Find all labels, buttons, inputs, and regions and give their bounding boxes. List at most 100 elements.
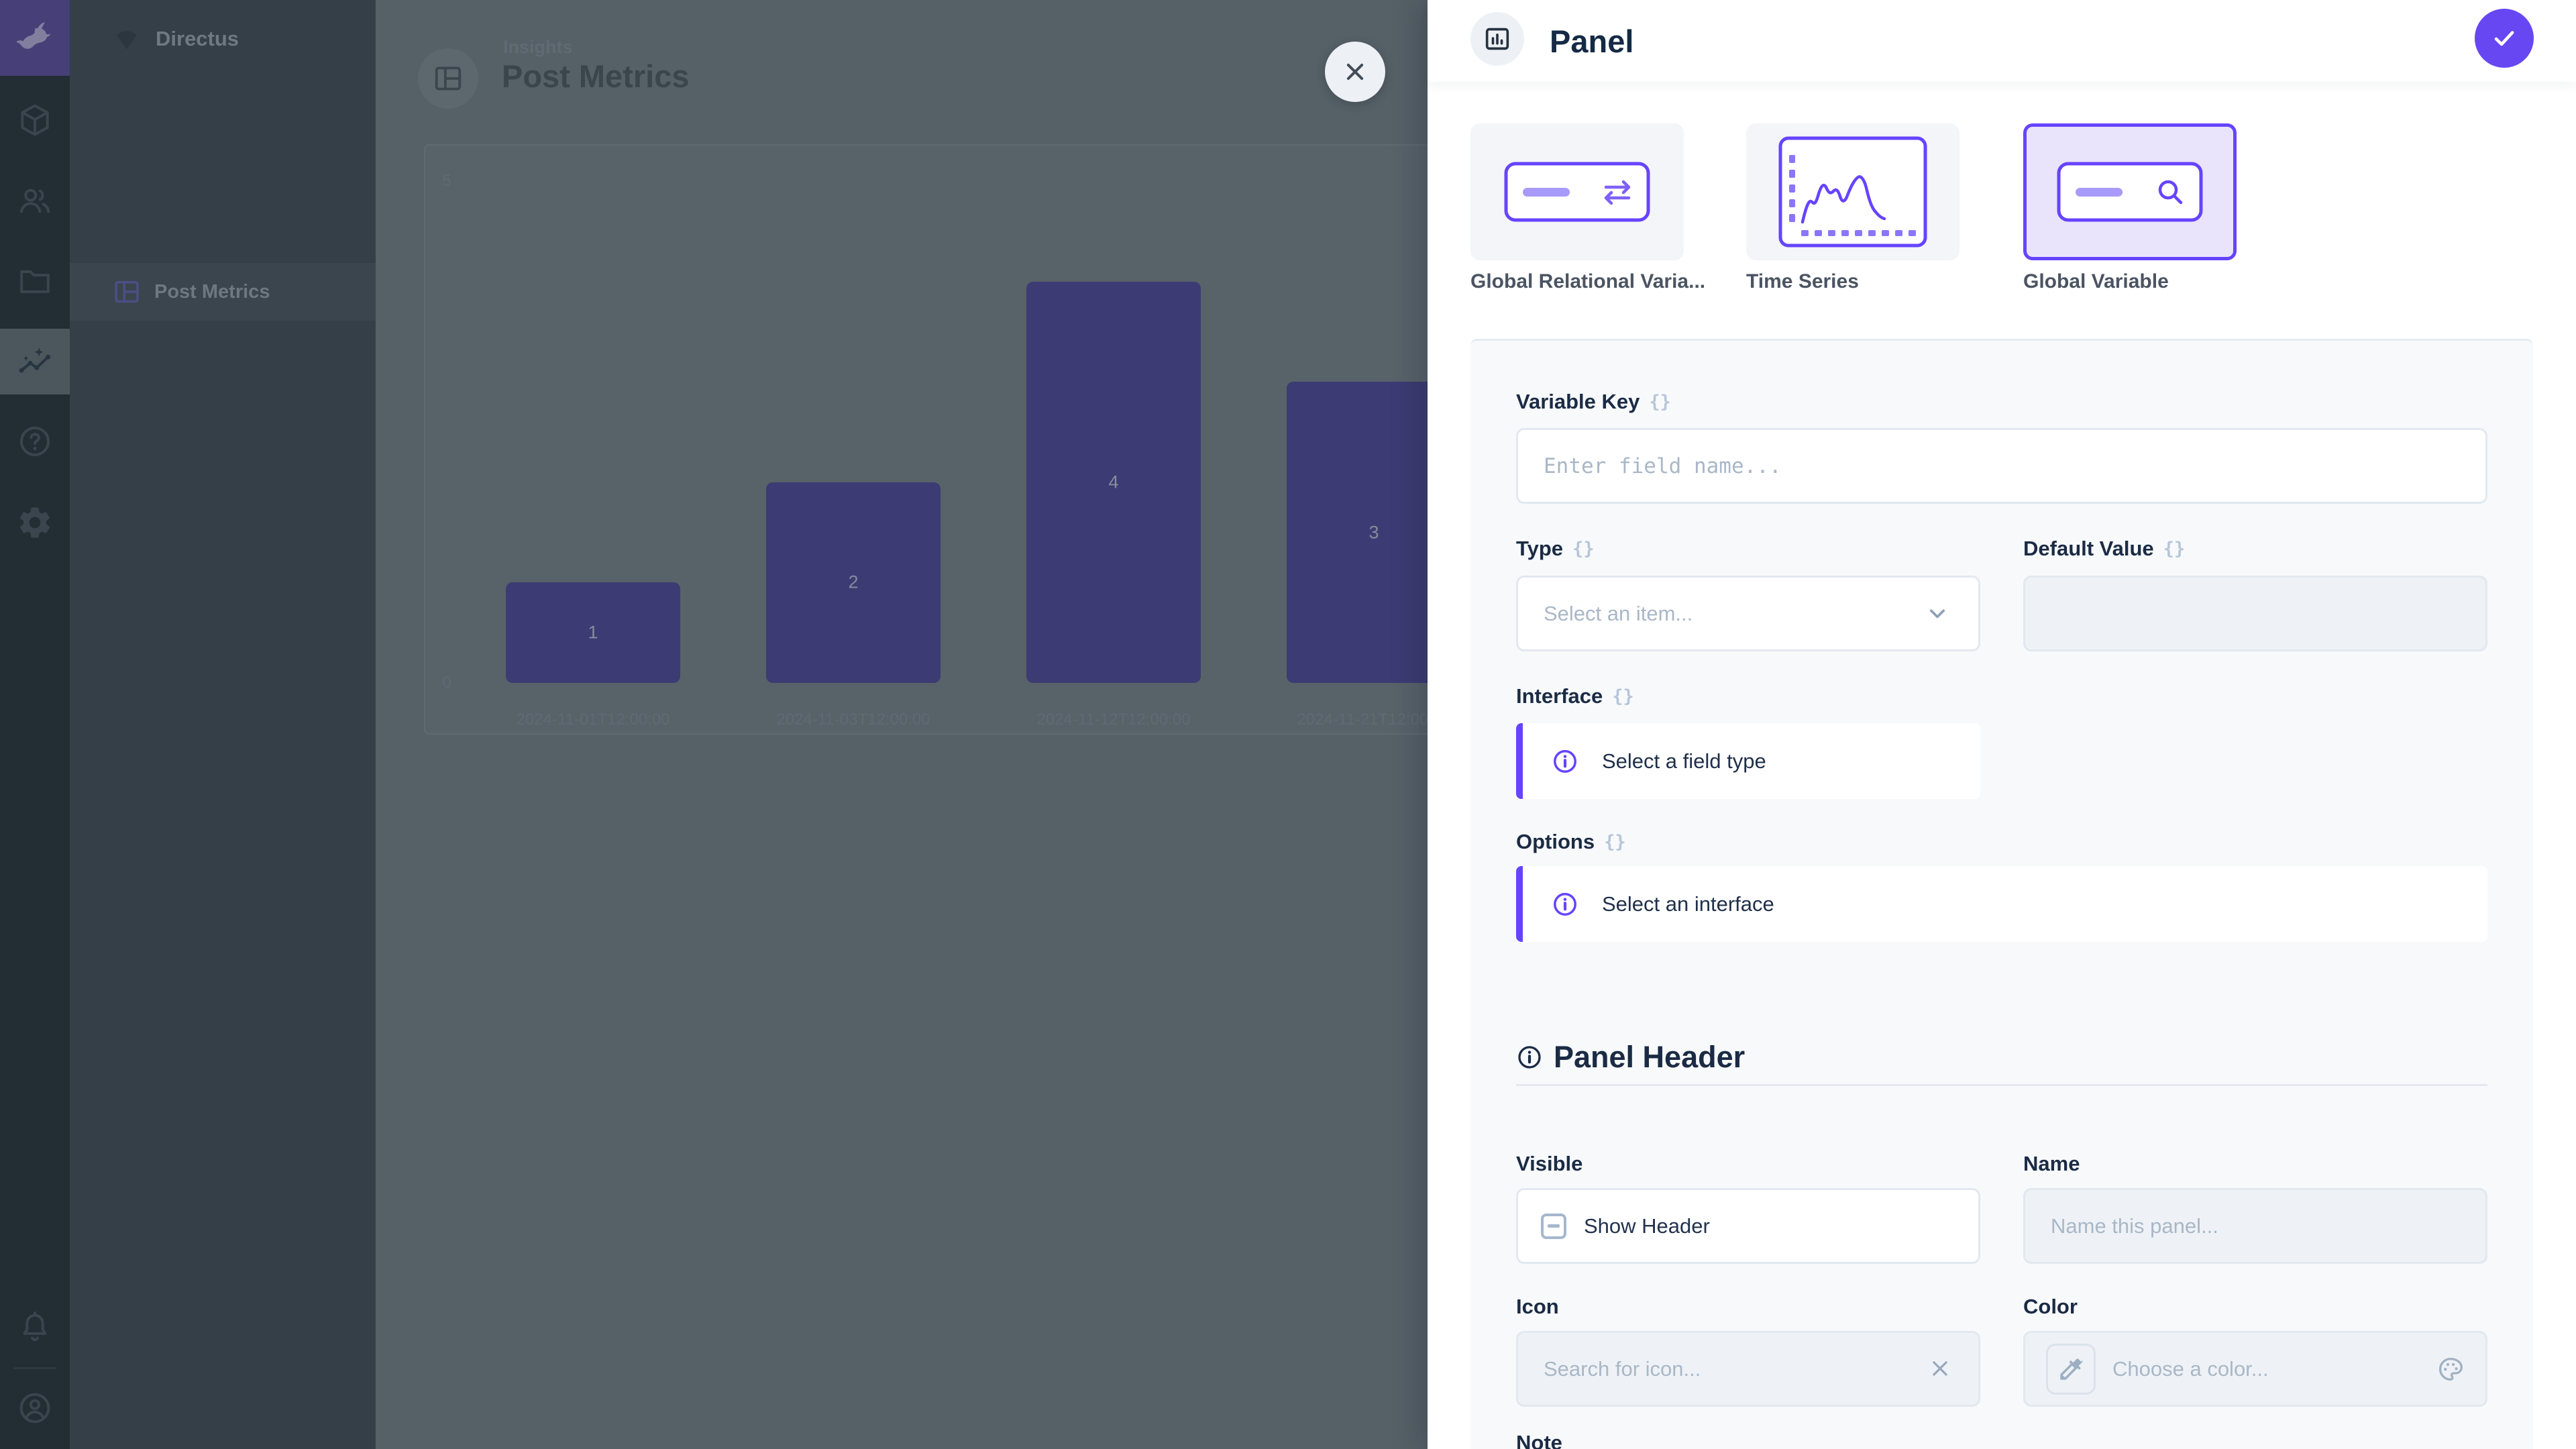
- sidebar: [70, 0, 376, 1449]
- card-time-series[interactable]: [1746, 123, 1960, 260]
- project-icon: [117, 31, 137, 50]
- bar-chart-panel: 0 5 1 2024-11-01T12:00:00 2 2024-11-03T12:00:…: [424, 144, 1449, 735]
- chart-bar: [766, 482, 941, 683]
- dashboard-icon-button[interactable]: [418, 48, 478, 109]
- color-input: [2023, 1331, 2487, 1407]
- visible-label: Visible: [1516, 1152, 1583, 1175]
- chart-bar: [1287, 382, 1448, 683]
- panel-header-section-title: Panel Header: [1516, 1040, 1745, 1075]
- eyedropper-icon: [2060, 1358, 2083, 1380]
- options-label: Options {}: [1516, 830, 1626, 853]
- x-axis-tick: 2024-11-03T12:00:00: [776, 710, 930, 729]
- x-axis-tick: 2024-11-01T12:00:00: [516, 710, 670, 729]
- card-label: Global Relational Varia...: [1470, 270, 1706, 292]
- variable-key-label: Variable Key {}: [1516, 390, 1671, 413]
- directus-logo-button[interactable]: [0, 0, 70, 76]
- breadcrumb[interactable]: Insights: [503, 37, 573, 57]
- module-files-button[interactable]: [0, 248, 70, 314]
- interface-notice-text: Select a field type: [1602, 749, 1766, 773]
- info-icon: [1554, 892, 1576, 916]
- icon-label: Icon: [1516, 1295, 1559, 1318]
- raw-value-icon[interactable]: {}: [1604, 831, 1626, 853]
- close-icon: [1346, 63, 1364, 80]
- insights-icon: [19, 347, 51, 373]
- project-name: Directus: [156, 27, 239, 50]
- y-axis-tick: 0: [442, 674, 451, 692]
- raw-value-icon[interactable]: {}: [1649, 391, 1671, 413]
- y-axis-tick: 5: [442, 172, 451, 190]
- color-label: Color: [2023, 1295, 2078, 1318]
- card-global-variable[interactable]: [2023, 123, 2237, 260]
- card-label: Global Variable: [2023, 270, 2169, 292]
- info-icon: [1554, 749, 1576, 773]
- chart-bar: [506, 582, 680, 683]
- bar-value-label: 3: [1368, 522, 1379, 543]
- section-divider: [1516, 1084, 2487, 1086]
- save-button[interactable]: [2475, 9, 2534, 68]
- variable-key-input[interactable]: [1516, 428, 2487, 504]
- eyedropper-button: [2046, 1344, 2096, 1395]
- raw-value-icon[interactable]: {}: [1612, 686, 1634, 707]
- default-value-label: Default Value {}: [2023, 537, 2186, 560]
- users-icon: [19, 189, 50, 213]
- folder-icon: [20, 270, 50, 293]
- project-header[interactable]: Directus: [70, 0, 376, 78]
- avatar-icon: [19, 1393, 50, 1424]
- drawer-title: Panel: [1550, 23, 1634, 59]
- notifications-button[interactable]: [0, 1295, 70, 1360]
- raw-value-icon[interactable]: {}: [2163, 538, 2186, 559]
- drawer-header: [1428, 0, 2576, 82]
- default-value-input: [2023, 576, 2487, 651]
- bell-icon: [23, 1311, 47, 1342]
- indeterminate-checkbox-icon[interactable]: [1541, 1213, 1566, 1239]
- user-menu-button[interactable]: [0, 1375, 70, 1441]
- global-variable-illustration: [2057, 162, 2203, 222]
- x-axis-tick: 2024-11-12T12:00:00: [1036, 710, 1191, 729]
- module-insights-button[interactable]: [0, 329, 70, 394]
- options-notice-text: Select an interface: [1602, 892, 1774, 916]
- cube-icon: [21, 104, 49, 136]
- dashboard-icon: [115, 280, 139, 303]
- info-icon: [1518, 1046, 1541, 1069]
- raw-value-icon[interactable]: {}: [1572, 538, 1595, 559]
- module-users-button[interactable]: [0, 168, 70, 233]
- time-series-illustration: [1778, 136, 1927, 248]
- relational-variable-illustration: [1504, 162, 1650, 222]
- card-global-relational-variable[interactable]: [1470, 123, 1684, 260]
- panel-chart-icon: [1470, 12, 1524, 66]
- sidebar-item-post-metrics[interactable]: Post Metrics: [70, 263, 376, 321]
- bar-value-label: 4: [1108, 472, 1119, 492]
- gear-icon: [20, 507, 50, 538]
- directus-rabbit-icon: [16, 21, 51, 49]
- interface-notice: Select a field type: [1516, 723, 1980, 799]
- options-notice: Select an interface: [1516, 866, 2487, 942]
- close-drawer-button[interactable]: [1325, 42, 1385, 102]
- module-content-button[interactable]: [0, 87, 70, 153]
- card-label: Time Series: [1746, 270, 1859, 292]
- icon-search-input: [1516, 1331, 1980, 1407]
- note-label: Note: [1516, 1431, 1562, 1449]
- main-content: [376, 0, 1428, 1449]
- type-select[interactable]: [1516, 576, 1980, 651]
- bar-value-label: 2: [848, 572, 859, 592]
- chart-bar: [1026, 281, 1201, 683]
- page-title: Post Metrics: [502, 58, 690, 94]
- sidebar-item-label: Post Metrics: [154, 280, 270, 303]
- panel-name-input: [2023, 1188, 2487, 1264]
- module-bar-divider: [13, 1367, 56, 1369]
- checkbox-label: Show Header: [1584, 1214, 1710, 1238]
- module-help-button[interactable]: [0, 409, 70, 474]
- show-header-checkbox[interactable]: Show Header: [1516, 1188, 1980, 1264]
- module-bar: [0, 0, 70, 1449]
- bar-chart-icon: [1485, 28, 1509, 50]
- module-settings-button[interactable]: [0, 490, 70, 555]
- interface-label: Interface {}: [1516, 684, 1634, 708]
- dashboard-icon: [435, 66, 462, 91]
- help-icon: [19, 426, 50, 457]
- check-icon: [2494, 31, 2514, 46]
- x-axis-tick: 2024-11-21T12:00:00: [1297, 710, 1449, 729]
- type-label: Type {}: [1516, 537, 1595, 560]
- bar-value-label: 1: [588, 622, 598, 643]
- name-label: Name: [2023, 1152, 2080, 1175]
